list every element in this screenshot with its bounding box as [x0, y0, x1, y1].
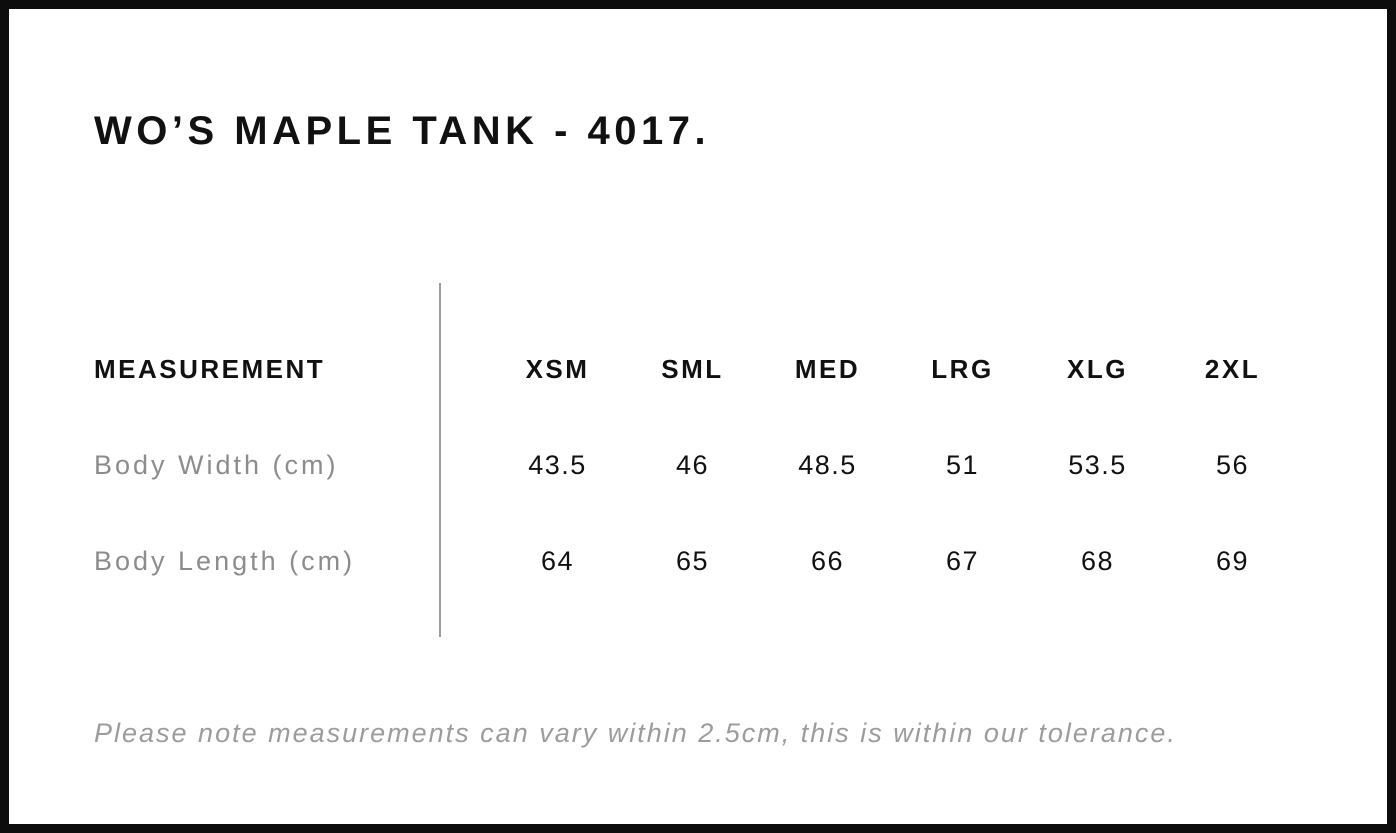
- column-header-lrg: LRG: [931, 353, 994, 384]
- size-chart-table: MEASUREMENT XSM SML MED LRG XLG 2XL Body…: [94, 321, 1300, 609]
- body-length-med: 66: [810, 545, 845, 576]
- body-width-lrg: 51: [945, 449, 980, 480]
- product-title: WO’S MAPLE TANK - 4017.: [94, 109, 711, 153]
- table-vertical-divider: [439, 283, 441, 637]
- column-header-xlg: XLG: [1067, 353, 1128, 384]
- body-width-sml: 46: [675, 449, 710, 480]
- column-header-sml: SML: [661, 353, 724, 384]
- row-label-body-width: Body Width (cm): [94, 449, 339, 480]
- body-width-xsm: 43.5: [528, 449, 587, 480]
- column-header-med: MED: [794, 353, 861, 384]
- body-width-2xl: 56: [1215, 449, 1250, 480]
- row-label-body-length: Body Length (cm): [94, 545, 356, 576]
- body-length-xlg: 68: [1080, 545, 1115, 576]
- column-header-measurement: MEASUREMENT: [94, 353, 326, 384]
- tolerance-note: Please note measurements can vary within…: [94, 718, 1177, 748]
- body-width-xlg: 53.5: [1068, 449, 1127, 480]
- column-header-xsm: XSM: [525, 353, 590, 384]
- body-length-sml: 65: [675, 545, 710, 576]
- body-width-med: 48.5: [798, 449, 857, 480]
- body-length-xsm: 64: [540, 545, 575, 576]
- column-header-2xl: 2XL: [1204, 353, 1261, 384]
- body-length-lrg: 67: [945, 545, 980, 576]
- body-length-2xl: 69: [1215, 545, 1250, 576]
